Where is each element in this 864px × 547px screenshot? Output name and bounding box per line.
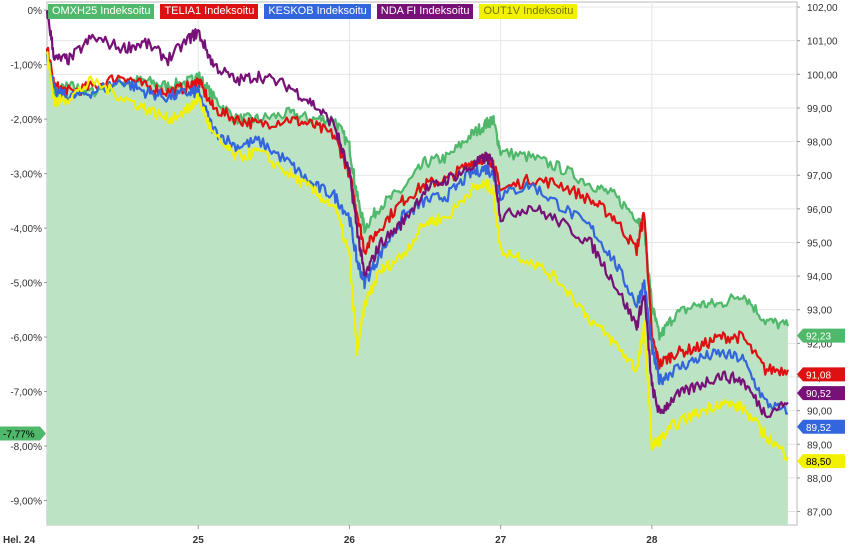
x-tick-label: 27 xyxy=(495,535,507,546)
right-tick-label: 100,00 xyxy=(807,70,838,81)
series-last-value-tag: 88,50 xyxy=(797,454,845,469)
right-tick-label: 92,00 xyxy=(807,339,832,350)
x-tick-label: Hel. 24 xyxy=(3,535,36,546)
left-tick-label: -3,00% xyxy=(10,170,42,181)
left-tick-label: -8,00% xyxy=(10,442,42,453)
series-line-0 xyxy=(45,48,789,341)
left-tick-label: -4,00% xyxy=(10,224,42,235)
x-tick-label: 26 xyxy=(344,535,356,546)
axes: 0% -1,00% -2,00% -3,00% -4,00% -5,00% -6,00% -7… xyxy=(3,3,838,546)
legend-item-1[interactable]: TELIA1 Indeksoitu xyxy=(160,4,259,19)
x-tick-label: 25 xyxy=(193,535,205,546)
series-last-value-tag: 90,52 xyxy=(797,386,845,401)
right-tick-label: 88,00 xyxy=(807,474,832,485)
left-tick-label: -5,00% xyxy=(10,279,42,290)
legend-item-4[interactable]: OUT1V Indeksoitu xyxy=(479,4,578,19)
left-tick-label: 0% xyxy=(28,6,43,17)
left-tick-label: -2,00% xyxy=(10,115,42,126)
series-line-3 xyxy=(45,10,789,419)
tag-label: 90,52 xyxy=(806,389,831,400)
x-tick-label: 28 xyxy=(646,535,658,546)
right-tick-label: 98,00 xyxy=(807,138,832,149)
right-tick-label: 89,00 xyxy=(807,440,832,451)
legend[interactable]: OMXH25 Indeksoitu TELIA1 Indeksoitu KESKOB… xyxy=(48,4,578,19)
left-tick-label: -1,00% xyxy=(10,61,42,72)
series-line-1 xyxy=(45,46,789,377)
tag-shape xyxy=(797,419,845,434)
right-tick-label: 90,00 xyxy=(807,407,832,418)
right-tick-label: 99,00 xyxy=(807,104,832,115)
right-tick-label: 101,00 xyxy=(807,37,838,48)
tag-label: 89,52 xyxy=(806,423,831,434)
right-tick-label: 102,00 xyxy=(807,3,838,14)
right-tick-label: 94,00 xyxy=(807,272,832,283)
left-value-marker: -7,77% xyxy=(0,426,46,441)
left-tick-label: -9,00% xyxy=(10,496,42,507)
tag-shape xyxy=(797,454,845,469)
series-last-value-tag: 89,52 xyxy=(797,419,845,434)
right-tick-label: 87,00 xyxy=(807,508,832,519)
series-last-value-tag: 92,23 xyxy=(797,328,845,343)
tag-label: 88,50 xyxy=(806,457,831,468)
right-tick-label: 95,00 xyxy=(807,238,832,249)
legend-item-2[interactable]: KESKOB Indeksoitu xyxy=(264,4,371,19)
tag-label: 92,23 xyxy=(806,332,831,343)
tag-shape xyxy=(797,367,845,382)
tag-shape xyxy=(797,386,845,401)
series-area-0 xyxy=(47,48,788,526)
legend-item-0[interactable]: OMXH25 Indeksoitu xyxy=(48,4,155,19)
left-marker-label: -7,77% xyxy=(3,429,35,440)
right-tick-label: 93,00 xyxy=(807,306,832,317)
value-tags: 92,23 91,08 89,52 90,52 88,50 -7,77% xyxy=(0,328,845,469)
tag-label: 91,08 xyxy=(806,370,831,381)
right-tick-label: 97,00 xyxy=(807,171,832,182)
series-last-value-tag: 91,08 xyxy=(797,367,845,382)
series-line-4 xyxy=(45,51,789,462)
right-tick-label: 96,00 xyxy=(807,205,832,216)
area-fill-layer xyxy=(47,48,788,526)
left-marker-shape xyxy=(0,426,46,441)
legend-item-3[interactable]: NDA FI Indeksoitu xyxy=(376,4,474,19)
left-tick-label: -7,00% xyxy=(10,388,42,399)
series-lines-layer xyxy=(45,10,789,462)
left-tick-label: -6,00% xyxy=(10,333,42,344)
tag-shape xyxy=(797,328,845,343)
series-line-2 xyxy=(45,53,789,415)
